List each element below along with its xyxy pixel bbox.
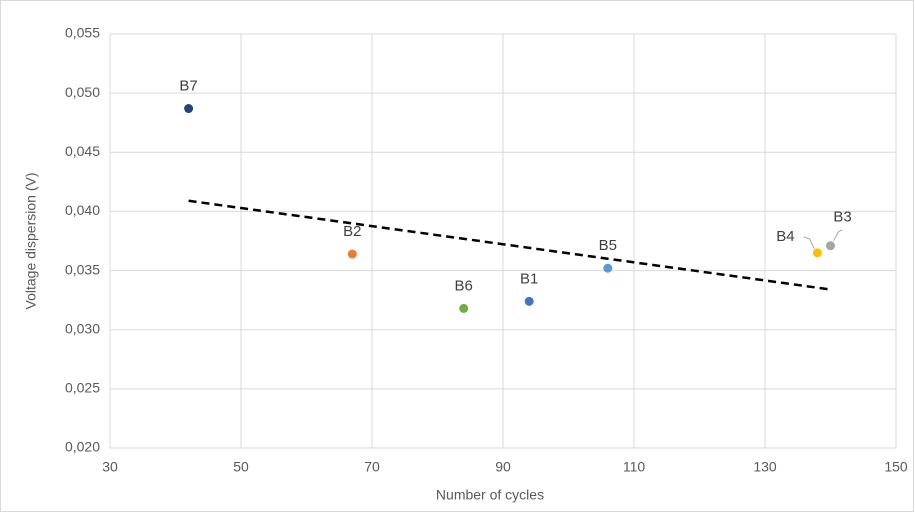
point-label: B1 [520, 270, 538, 287]
point-label: B2 [343, 223, 361, 240]
point-label: B6 [455, 277, 473, 294]
x-tick-label: 70 [364, 459, 380, 475]
leader-line [803, 236, 815, 250]
y-tick-label: 0,040 [65, 202, 100, 218]
point-label: B3 [833, 209, 851, 226]
x-tick-label: 30 [102, 459, 118, 475]
point [812, 248, 822, 258]
x-tick-label: 150 [884, 459, 908, 475]
y-tick-label: 0,030 [65, 320, 100, 336]
point [826, 241, 835, 251]
point-label: B7 [179, 77, 197, 94]
y-axis-title: Voltage dispersion (V) [23, 173, 39, 310]
point [524, 296, 534, 306]
leader-line [833, 229, 843, 241]
y-tick-label: 0,020 [65, 439, 100, 455]
y-tick-label: 0,025 [65, 380, 100, 396]
x-axis-title: Number of cycles [436, 487, 544, 503]
point [603, 263, 613, 273]
point [184, 104, 194, 114]
y-tick-label: 0,035 [65, 261, 100, 277]
point-label: B4 [776, 228, 794, 245]
point-label: B5 [599, 237, 617, 254]
x-tick-label: 110 [623, 459, 646, 475]
y-tick-label: 0,055 [65, 25, 100, 41]
trendline [188, 199, 831, 291]
x-tick-label: 50 [233, 459, 249, 475]
x-tick-label: 90 [495, 459, 511, 475]
x-tick-label: 130 [753, 459, 777, 475]
point [459, 303, 469, 313]
y-tick-label: 0,050 [65, 84, 100, 100]
y-tick-label: 0,045 [65, 143, 100, 159]
point [347, 249, 357, 259]
